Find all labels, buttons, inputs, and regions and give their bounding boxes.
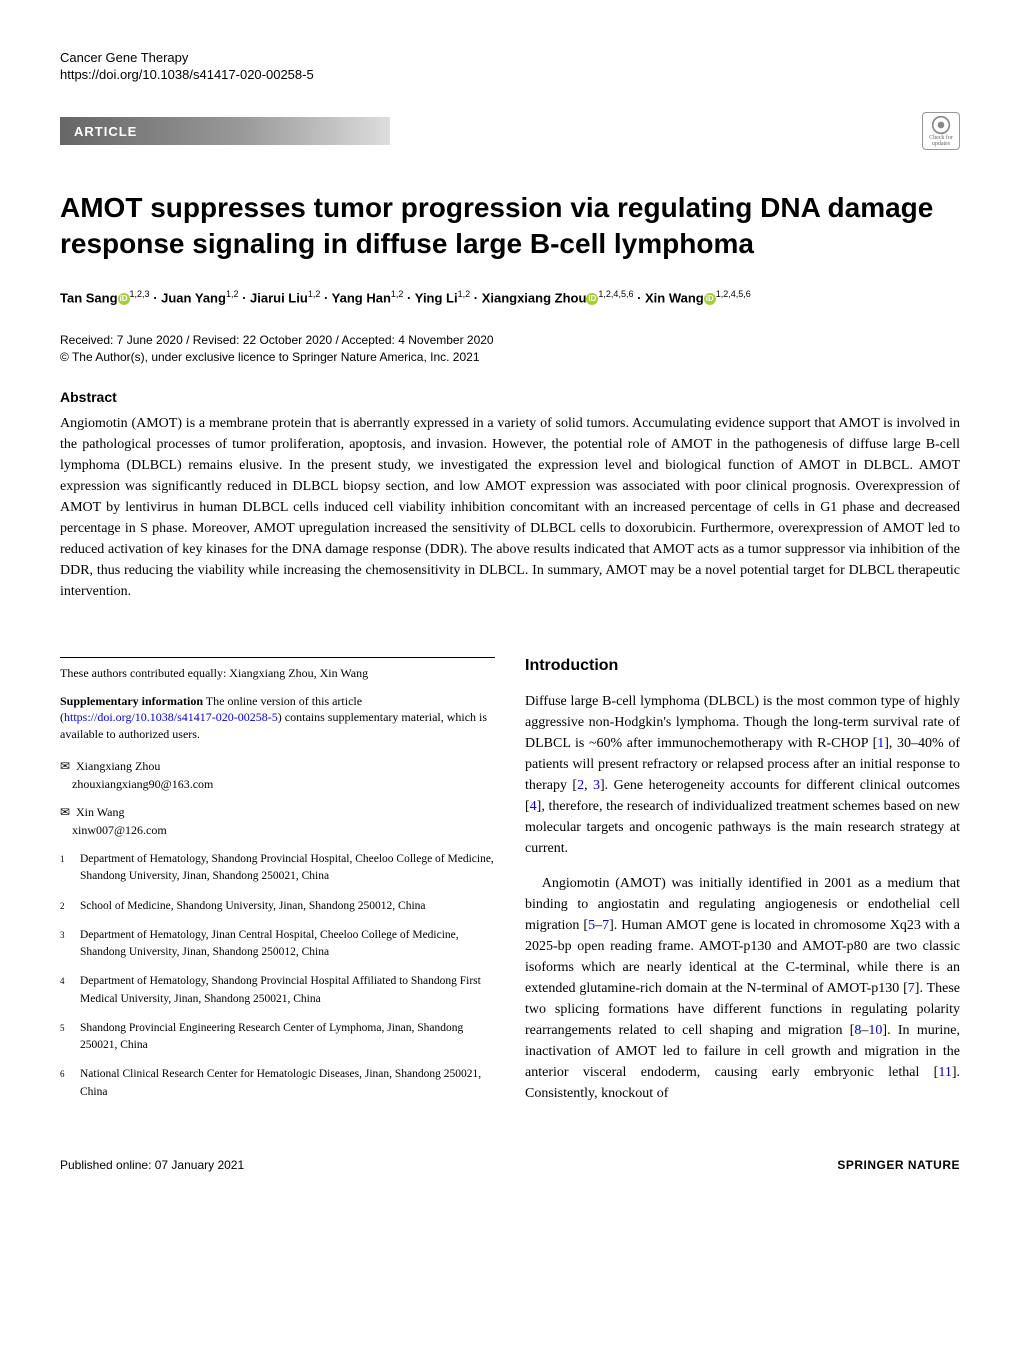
affiliations-list: 1 Department of Hematology, Shandong Pro… xyxy=(60,851,495,1101)
affil-text: Department of Hematology, Shandong Provi… xyxy=(80,851,495,886)
envelope-icon: ✉ xyxy=(60,757,72,775)
orcid-icon[interactable]: iD xyxy=(704,293,716,305)
intro-text: ], therefore, the research of individual… xyxy=(525,799,960,856)
corresp-email[interactable]: zhouxiangxiang90@163.com xyxy=(72,777,213,791)
author-affil: 1,2 xyxy=(391,289,404,299)
author-name: Xiangxiang Zhou xyxy=(482,290,587,305)
journal-header: Cancer Gene Therapy xyxy=(60,50,960,65)
check-updates-label: Check for updates xyxy=(923,135,959,147)
corresp-author: ✉ Xiangxiang Zhou zhouxiangxiang90@163.co… xyxy=(60,757,495,793)
orcid-icon[interactable]: iD xyxy=(118,293,130,305)
affil-number: 6 xyxy=(60,1066,80,1101)
affil-text: Department of Hematology, Jinan Central … xyxy=(80,927,495,962)
article-tag-bg: ARTICLE xyxy=(60,117,390,145)
supp-link[interactable]: https://doi.org/10.1038/s41417-020-00258… xyxy=(64,710,278,724)
affiliation-item: 5 Shandong Provincial Engineering Resear… xyxy=(60,1020,495,1055)
author-name: Xin Wang xyxy=(645,290,704,305)
affiliation-item: 1 Department of Hematology, Shandong Pro… xyxy=(60,851,495,886)
affiliation-item: 4 Department of Hematology, Shandong Pro… xyxy=(60,973,495,1008)
correspondence: ✉ Xiangxiang Zhou zhouxiangxiang90@163.co… xyxy=(60,757,495,839)
ref-link[interactable]: 7 xyxy=(908,981,915,996)
check-updates-icon xyxy=(931,115,951,135)
journal-name: Cancer Gene Therapy xyxy=(60,50,188,65)
corresp-name: Xin Wang xyxy=(76,805,124,819)
affil-number: 3 xyxy=(60,927,80,962)
affiliation-item: 2 School of Medicine, Shandong Universit… xyxy=(60,898,495,915)
corresp-email[interactable]: xinw007@126.com xyxy=(72,823,167,837)
contribution-note: These authors contributed equally: Xiang… xyxy=(60,666,495,681)
copyright: © The Author(s), under exclusive licence… xyxy=(60,350,960,364)
abstract-heading: Abstract xyxy=(60,389,960,405)
affil-number: 1 xyxy=(60,851,80,886)
author-name: Jiarui Liu xyxy=(250,290,308,305)
doi-row: https://doi.org/10.1038/s41417-020-00258… xyxy=(60,67,960,82)
ref-link[interactable]: 11 xyxy=(938,1065,951,1080)
author-affil: 1,2 xyxy=(226,289,239,299)
article-title: AMOT suppresses tumor progression via re… xyxy=(60,190,960,263)
corresp-author: ✉ Xin Wang xinw007@126.com xyxy=(60,803,495,839)
intro-text: , xyxy=(584,778,593,793)
introduction-heading: Introduction xyxy=(525,657,960,675)
affil-number: 4 xyxy=(60,973,80,1008)
authors-list: Tan SangiD1,2,3 · Juan Yang1,2 · Jiarui … xyxy=(60,288,960,308)
article-tag-row: ARTICLE Check for updates xyxy=(60,112,960,150)
article-tag: ARTICLE xyxy=(60,118,155,145)
affiliation-item: 6 National Clinical Research Center for … xyxy=(60,1066,495,1101)
author-affil: 1,2 xyxy=(458,289,471,299)
ref-link[interactable]: 10 xyxy=(868,1023,882,1038)
supp-label: Supplementary information xyxy=(60,694,203,708)
right-column: Introduction Diffuse large B-cell lympho… xyxy=(525,657,960,1118)
author-affil: 1,2,4,5,6 xyxy=(716,289,751,299)
divider xyxy=(60,657,495,658)
author-affil: 1,2,3 xyxy=(130,289,150,299)
orcid-icon[interactable]: iD xyxy=(586,293,598,305)
envelope-icon: ✉ xyxy=(60,803,72,821)
doi-link[interactable]: https://doi.org/10.1038/s41417-020-00258… xyxy=(60,67,314,82)
affil-text: School of Medicine, Shandong University,… xyxy=(80,898,495,915)
intro-paragraph: Diffuse large B-cell lymphoma (DLBCL) is… xyxy=(525,691,960,859)
ref-link[interactable]: 4 xyxy=(530,799,537,814)
ref-link[interactable]: 3 xyxy=(593,778,600,793)
author-name: Yang Han xyxy=(332,290,391,305)
author-affil: 1,2,4,5,6 xyxy=(598,289,633,299)
two-column-layout: These authors contributed equally: Xiang… xyxy=(60,657,960,1118)
publisher-name: SPRINGER NATURE xyxy=(837,1158,960,1172)
author-name: Ying Li xyxy=(415,290,458,305)
published-date: Published online: 07 January 2021 xyxy=(60,1158,244,1172)
author-name: Tan Sang xyxy=(60,290,118,305)
intro-paragraph: Angiomotin (AMOT) was initially identifi… xyxy=(525,873,960,1104)
article-dates: Received: 7 June 2020 / Revised: 22 Octo… xyxy=(60,333,960,347)
abstract-text: Angiomotin (AMOT) is a membrane protein … xyxy=(60,413,960,602)
left-column: These authors contributed equally: Xiang… xyxy=(60,657,495,1118)
affil-text: Department of Hematology, Shandong Provi… xyxy=(80,973,495,1008)
affil-number: 5 xyxy=(60,1020,80,1055)
corresp-name: Xiangxiang Zhou xyxy=(76,759,160,773)
affil-number: 2 xyxy=(60,898,80,915)
author-name: Juan Yang xyxy=(161,290,226,305)
affil-text: Shandong Provincial Engineering Research… xyxy=(80,1020,495,1055)
page-footer: Published online: 07 January 2021 SPRING… xyxy=(60,1158,960,1172)
check-updates-badge[interactable]: Check for updates xyxy=(922,112,960,150)
author-affil: 1,2 xyxy=(308,289,321,299)
supplementary-info: Supplementary information The online ver… xyxy=(60,693,495,743)
affil-text: National Clinical Research Center for He… xyxy=(80,1066,495,1101)
affiliation-item: 3 Department of Hematology, Jinan Centra… xyxy=(60,927,495,962)
